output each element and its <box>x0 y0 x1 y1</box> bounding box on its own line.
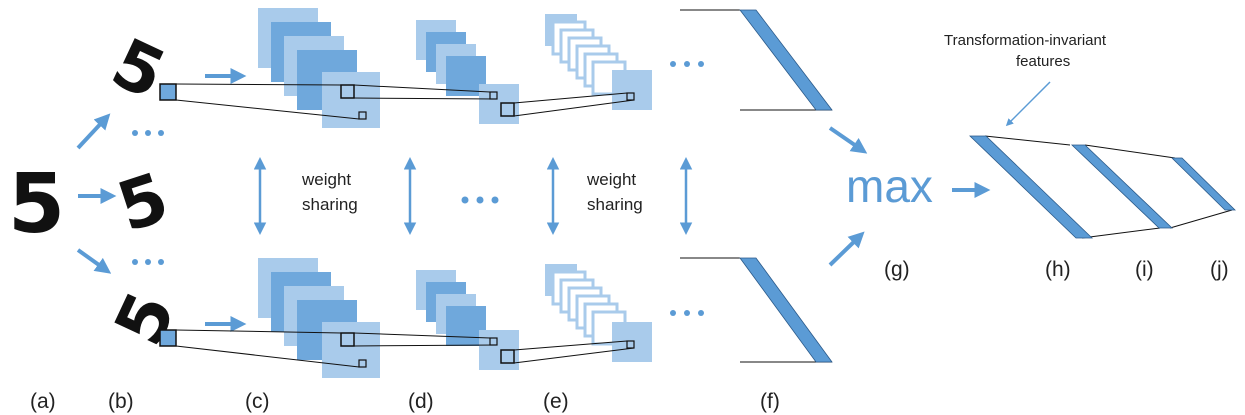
top-receptive-field <box>159 83 177 101</box>
connectors-d-e <box>513 92 635 364</box>
top-rotated-digit: 5 <box>100 24 176 116</box>
invariant-features-label-line2: features <box>1016 53 1070 70</box>
middle-rotated-digit: 5 <box>109 158 178 248</box>
weight-sharing-label-2-line1: weight <box>586 170 636 189</box>
ellipsis-e-bottom <box>670 310 704 316</box>
label-j: (j) <box>1210 258 1229 281</box>
label-d: (d) <box>408 390 434 413</box>
ellipsis-b-bottom <box>132 259 164 265</box>
fc-layer-f-bottom <box>680 257 833 363</box>
feature-stack-e-bottom <box>545 264 652 362</box>
label-h: (h) <box>1045 258 1071 281</box>
label-f: (f) <box>760 390 780 413</box>
label-g: (g) <box>884 258 910 281</box>
feature-stack-e-top <box>545 14 652 110</box>
label-e: (e) <box>543 390 569 413</box>
weight-sharing-label-2-line2: sharing <box>587 195 643 214</box>
feature-stack-c-top <box>258 8 380 128</box>
connectors-c-d <box>353 84 498 347</box>
arrow-a-to-top <box>76 113 111 150</box>
max-operator: max <box>846 160 933 212</box>
connectors-b-c <box>175 83 360 368</box>
feature-stack-d-bottom <box>416 270 519 370</box>
label-b: (b) <box>108 390 134 413</box>
invariant-features-label-line1: Transformation-invariant <box>944 32 1107 49</box>
ellipsis-middle <box>461 196 499 204</box>
fc-layers-hij <box>969 135 1236 239</box>
label-a: (a) <box>30 390 56 413</box>
feature-stack-d-top <box>416 20 519 124</box>
feature-stack-c-bottom <box>258 258 380 378</box>
fc-layer-f-top <box>680 9 833 111</box>
label-i: (i) <box>1135 258 1154 281</box>
label-c: (c) <box>245 390 270 413</box>
ellipsis-e-top <box>670 61 704 67</box>
weight-sharing-label-1-line1: weight <box>301 170 351 189</box>
ellipsis-b-top <box>132 130 164 136</box>
arrow-a-to-bottom <box>76 248 112 274</box>
arrow-f-top-to-max <box>828 126 868 154</box>
invariant-features-pointer <box>1005 81 1051 127</box>
input-digit: 5 <box>8 157 65 252</box>
weight-sharing-label-1-line2: sharing <box>302 195 358 214</box>
bottom-receptive-field <box>159 329 177 347</box>
arrow-f-bottom-to-max <box>828 231 865 267</box>
